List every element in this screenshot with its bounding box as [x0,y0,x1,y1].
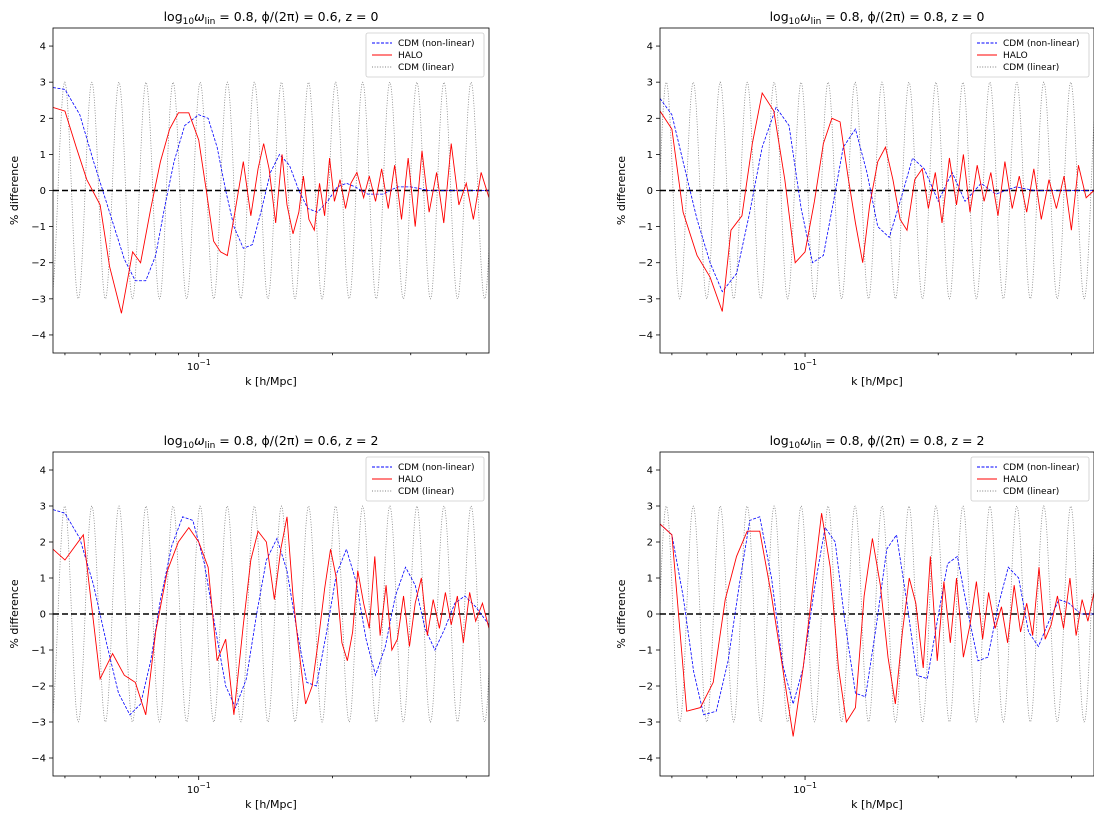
y-tick-label: 2 [647,538,653,549]
y-tick-label: −4 [638,754,653,765]
legend-label: CDM (non-linear) [1003,463,1079,473]
legend-label: CDM (linear) [1003,487,1059,497]
y-tick-label: 4 [40,42,46,53]
series-cdm-nonlinear-line [660,98,1094,293]
y-axis-label: % difference [615,156,628,225]
chart-panel-1: log10ωlin = 0.8, ϕ/(2π) = 0.8, z = 0 −4 −3… [615,9,1094,388]
legend: CDM (non-linear) HALO CDM (linear) [970,456,1090,502]
series-cdm-nonlinear-line [53,87,489,282]
legend-box [365,32,485,78]
axes-frame [659,451,1094,777]
legend-box [365,456,485,502]
y-tick-label: −4 [31,330,46,341]
y-tick-label: −2 [638,682,653,693]
chart-title: log10ωlin = 0.8, ϕ/(2π) = 0.8, z = 0 [770,9,985,27]
y-tick-label: −1 [638,222,653,233]
series-halo-line [53,107,489,314]
y-tick-label: 1 [647,574,653,585]
x-axis-label: k [h/Mpc] [851,798,903,811]
y-tick-label: −1 [638,646,653,657]
y-tick-label: −3 [31,294,46,305]
y-tick-label: 0 [40,610,46,621]
legend-label: CDM (non-linear) [1003,39,1079,49]
y-tick-label: 3 [647,78,653,89]
y-tick-label: 4 [647,42,653,53]
x-axis-label: k [h/Mpc] [245,375,297,388]
y-axis-label: % difference [615,579,628,648]
legend-label: CDM (linear) [398,487,454,497]
y-tick-label: 1 [40,574,46,585]
y-tick-label: 3 [647,502,653,513]
chart-title: log10ωlin = 0.8, ϕ/(2π) = 0.8, z = 2 [770,433,985,451]
legend-box [970,32,1090,78]
y-tick-label: 4 [647,466,653,477]
legend-label: HALO [1003,475,1028,485]
y-tick-label: −3 [638,718,653,729]
y-tick-label: 0 [40,186,46,197]
y-tick-label: 3 [40,502,46,513]
series-halo-line [53,516,489,715]
legend-label: HALO [398,51,423,61]
series-cdm-linear-line [660,505,1094,723]
y-tick-label: −2 [638,258,653,269]
x-tick-label: 10−1 [793,781,817,796]
y-tick-label: 1 [40,150,46,161]
axes-frame [659,27,1094,354]
y-axis-label: % difference [8,579,21,648]
legend-box [970,456,1090,502]
y-tick-label: −3 [31,718,46,729]
y-tick-label: −1 [31,222,46,233]
chart-panel-2: log10ωlin = 0.8, ϕ/(2π) = 0.6, z = 2 −4 −3… [8,433,490,811]
chart-panel-3: log10ωlin = 0.8, ϕ/(2π) = 0.8, z = 2 −4 −3… [615,433,1094,811]
y-tick-label: −2 [31,682,46,693]
x-tick-label: 10−1 [793,358,817,373]
x-axis-label: k [h/Mpc] [851,375,903,388]
y-tick-label: −4 [638,330,653,341]
y-tick-label: 2 [647,114,653,125]
y-tick-label: 2 [40,114,46,125]
y-tick-label: 2 [40,538,46,549]
series-cdm-nonlinear-line [660,516,1094,716]
legend-label: HALO [1003,51,1028,61]
y-tick-label: −4 [31,754,46,765]
y-tick-label: −1 [31,646,46,657]
x-tick-label: 10−1 [187,358,211,373]
x-axis-label: k [h/Mpc] [245,798,297,811]
x-tick-label: 10−1 [187,781,211,796]
series-halo-line [660,513,1094,737]
series-cdm-linear-line [53,505,489,723]
axes-frame [52,451,490,777]
chart-panel-0: log10ωlin = 0.8, ϕ/(2π) = 0.6, z = 0 −4 −3… [8,9,490,388]
series-cdm-linear-line [53,81,489,300]
legend-label: HALO [398,475,423,485]
chart-title: log10ωlin = 0.8, ϕ/(2π) = 0.6, z = 2 [164,433,379,451]
series-cdm-linear-line [660,81,1094,300]
legend-label: CDM (linear) [1003,63,1059,73]
legend-label: CDM (non-linear) [398,39,474,49]
y-axis-label: % difference [8,156,21,225]
axes-frame [52,27,490,354]
y-tick-label: 4 [40,466,46,477]
legend-label: CDM (non-linear) [398,463,474,473]
legend-label: CDM (linear) [398,63,454,73]
y-tick-label: −2 [31,258,46,269]
legend: CDM (non-linear) HALO CDM (linear) [365,456,485,502]
chart-title: log10ωlin = 0.8, ϕ/(2π) = 0.6, z = 0 [164,9,379,27]
y-tick-label: 1 [647,150,653,161]
y-tick-label: 0 [647,186,653,197]
legend: CDM (non-linear) HALO CDM (linear) [365,32,485,78]
y-tick-label: 0 [647,610,653,621]
legend: CDM (non-linear) HALO CDM (linear) [970,32,1090,78]
series-halo-line [660,91,1094,312]
y-tick-label: −3 [638,294,653,305]
y-tick-label: 3 [40,78,46,89]
series-cdm-nonlinear-line [53,509,489,716]
